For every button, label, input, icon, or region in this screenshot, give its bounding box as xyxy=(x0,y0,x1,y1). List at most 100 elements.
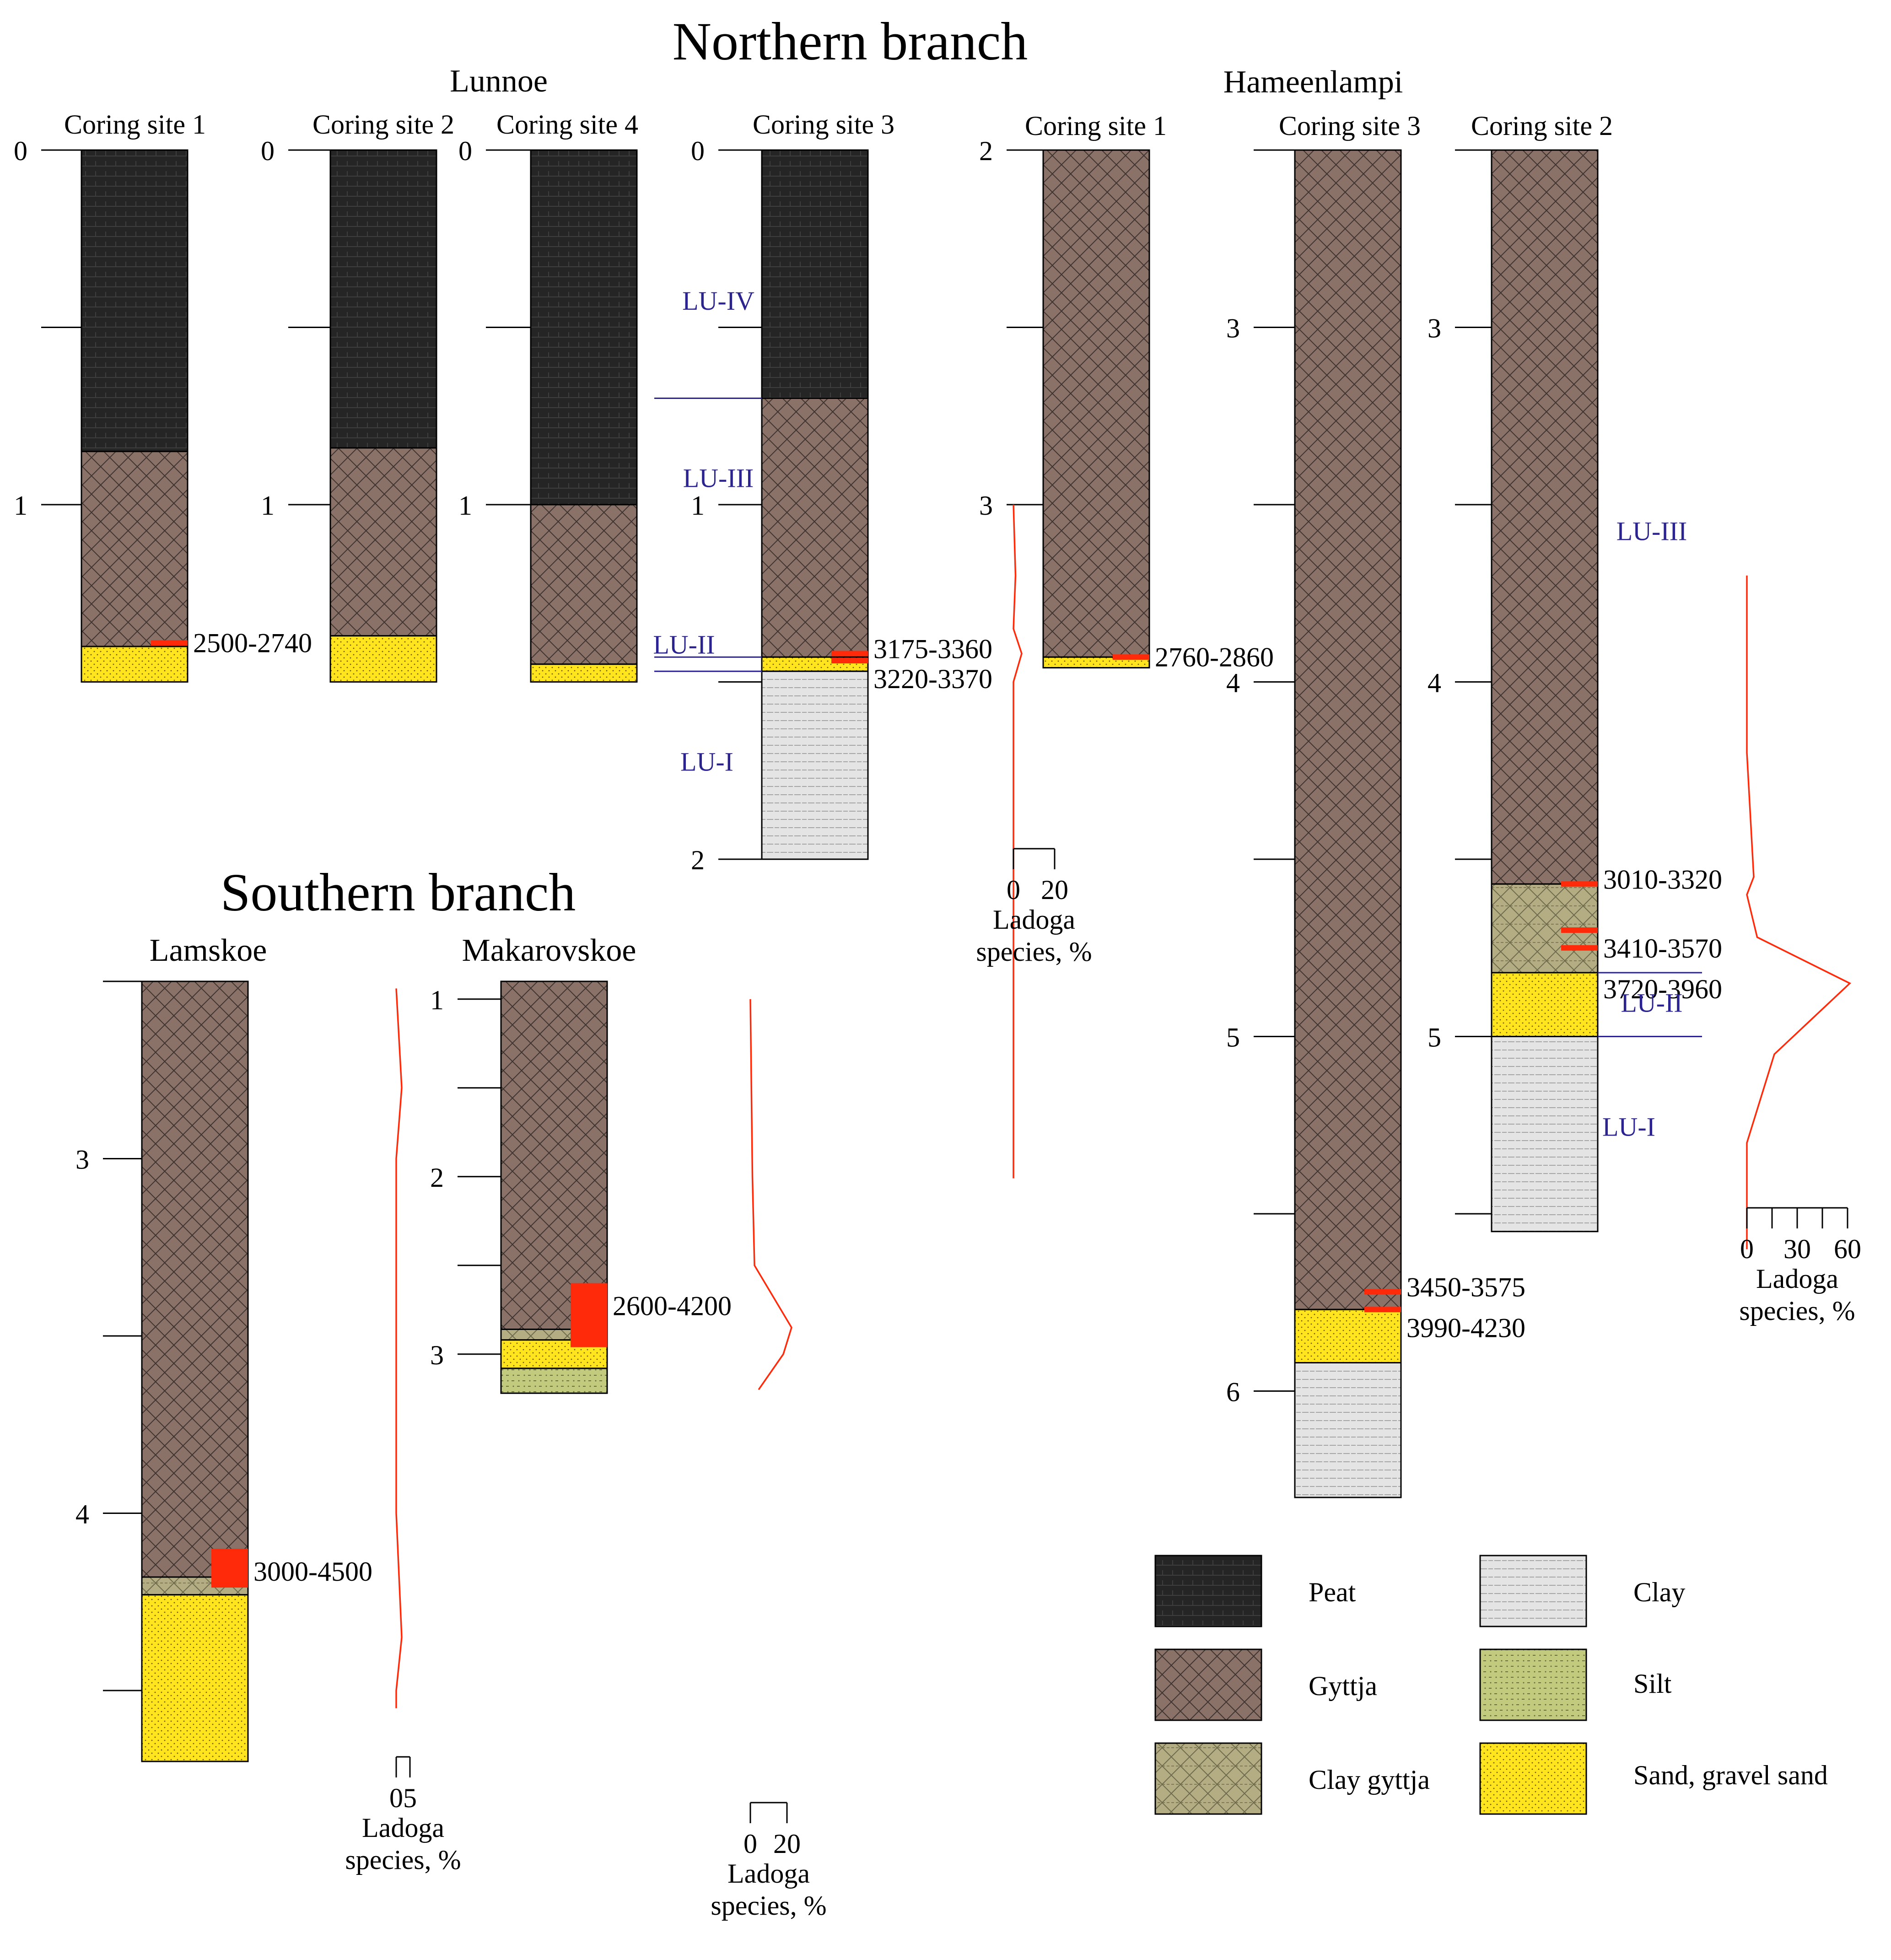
ladoga-curve-line xyxy=(1746,576,1852,1249)
core-label-ham-2: Coring site 2 xyxy=(1471,111,1613,141)
core-lunnoe-1: Coring site 1 0 1 2500-2740 xyxy=(14,109,312,683)
core-label-ham-3: Coring site 3 xyxy=(1279,111,1421,141)
layer-gyttja xyxy=(500,980,608,1330)
legend-swatch-gyttja xyxy=(1154,1648,1262,1721)
depth-tick-label: 0 xyxy=(261,136,275,166)
depth-tick-label: 0 xyxy=(691,136,705,166)
date-label: 3450-3575 xyxy=(1406,1272,1525,1303)
core-ham-2: Coring site 2 3 4 5 3010-3320 3410-3570 3720-3… xyxy=(1428,111,1722,1233)
date-label: 3990-4230 xyxy=(1406,1313,1525,1343)
legend-swatch-peat xyxy=(1154,1555,1262,1627)
layer-sand xyxy=(1294,1308,1402,1363)
depth-tick-label: 3 xyxy=(1428,313,1441,344)
curve-axis-label: Ladoga xyxy=(362,1813,444,1843)
layer-gyttja xyxy=(530,504,638,665)
depth-tick-label: 2 xyxy=(691,845,705,875)
layer-gyttja xyxy=(761,398,869,658)
depth-tick-label: 3 xyxy=(1226,313,1240,344)
core-label-ham-1: Coring site 1 xyxy=(1025,111,1167,141)
depth-tick-label: 5 xyxy=(1428,1023,1441,1053)
depth-tick-label: 2 xyxy=(979,136,993,166)
unit-label-lu-iii: LU-III xyxy=(1616,517,1687,546)
legend-label-gyttja: Gyttja xyxy=(1309,1671,1377,1701)
legend-swatch-clay xyxy=(1479,1555,1587,1627)
depth-tick-label: 1 xyxy=(430,985,444,1015)
layer-clay xyxy=(1491,1036,1599,1233)
site-title-lamskoe: Lamskoe xyxy=(150,933,267,968)
site-title-makarovskoe: Makarovskoe xyxy=(462,933,636,968)
layer-gyttja xyxy=(1294,149,1402,1310)
curve-axis-tick-label: 0 xyxy=(743,1829,757,1859)
curve-axis-tick-label: 20 xyxy=(773,1829,801,1859)
depth-tick-label: 1 xyxy=(14,490,27,521)
depth-tick-label: 4 xyxy=(1226,668,1240,698)
date-label: 3000-4500 xyxy=(253,1556,372,1587)
legend-label-clay-gyttja: Clay gyttja xyxy=(1309,1765,1430,1795)
unit-label-lu-ii: LU-II xyxy=(1621,988,1682,1018)
curve-axis-label: species, % xyxy=(345,1845,461,1875)
depth-tick-label: 1 xyxy=(691,490,705,521)
unit-label-lu-i: LU-I xyxy=(1602,1112,1655,1142)
date-marker xyxy=(1561,881,1598,887)
site-title-hameenlampi: Hameenlampi xyxy=(1223,65,1403,100)
date-label: 3720-3960 xyxy=(1603,974,1722,1004)
depth-tick-label: 1 xyxy=(458,490,472,521)
date-marker xyxy=(1113,654,1149,660)
layer-sand xyxy=(141,1594,249,1762)
core-label-lunnoe-3: Coring site 3 xyxy=(753,109,894,140)
core-label-lunnoe-4: Coring site 4 xyxy=(496,109,638,140)
curve-axis-tick-label: 30 xyxy=(1783,1234,1811,1264)
core-lunnoe-4: Coring site 4 0 1 xyxy=(458,109,638,683)
depth-tick-label: 3 xyxy=(430,1340,444,1370)
layer-clay xyxy=(761,670,869,860)
date-marker xyxy=(1561,945,1598,951)
title-northern-branch: Northern branch xyxy=(673,11,1028,71)
core-label-lunnoe-1: Coring site 1 xyxy=(64,109,206,140)
legend-swatch-clay-gyttja xyxy=(1154,1742,1262,1815)
depth-tick-label: 5 xyxy=(1226,1023,1240,1053)
date-marker xyxy=(571,1283,607,1347)
date-label: 2500-2740 xyxy=(193,628,312,658)
core-lunnoe-2: Coring site 2 0 1 xyxy=(261,109,454,683)
legend: Peat Gyttja Clay gyttja Clay Silt Sand, … xyxy=(1154,1555,1828,1815)
layer-clay xyxy=(1294,1362,1402,1498)
legend-label-sand: Sand, gravel sand xyxy=(1633,1760,1828,1790)
depth-tick-label: 3 xyxy=(75,1145,89,1175)
layer-sand xyxy=(530,663,638,683)
layer-peat xyxy=(329,149,437,449)
curve-axis-label: Ladoga xyxy=(1756,1264,1838,1294)
depth-tick-label: 1 xyxy=(261,490,275,521)
depth-tick-label: 3 xyxy=(979,490,993,521)
curve-axis-tick-label: 0 xyxy=(389,1783,403,1813)
depth-tick-label: 4 xyxy=(75,1499,89,1529)
date-label: 3220-3370 xyxy=(873,664,992,694)
curve-axis-label: species, % xyxy=(711,1890,826,1921)
depth-tick-label: 0 xyxy=(458,136,472,166)
layer-sand xyxy=(329,635,437,683)
layer-sand xyxy=(1491,972,1599,1037)
depth-tick-label: 4 xyxy=(1428,668,1441,698)
date-marker xyxy=(1364,1307,1401,1313)
curve-axis-tick-label: 5 xyxy=(403,1783,417,1813)
legend-label-peat: Peat xyxy=(1309,1577,1356,1607)
curve-axis-label: Ladoga xyxy=(993,905,1075,935)
layer-peat xyxy=(81,149,189,452)
unit-label-lu-iv: LU-IV xyxy=(682,286,754,316)
date-marker xyxy=(211,1549,248,1588)
unit-label-lu-ii: LU-II xyxy=(653,630,715,660)
date-label: 2760-2860 xyxy=(1155,642,1274,672)
unit-label-lu-iii: LU-III xyxy=(683,463,754,493)
curve-axis-label: species, % xyxy=(1739,1296,1855,1326)
curve-axis-tick-label: 60 xyxy=(1834,1234,1861,1264)
curve-axis-label: Ladoga xyxy=(727,1858,810,1889)
curve-axis-tick-label: 0 xyxy=(1007,875,1020,905)
date-label: 3175-3360 xyxy=(873,634,992,664)
depth-tick-label: 0 xyxy=(14,136,27,166)
